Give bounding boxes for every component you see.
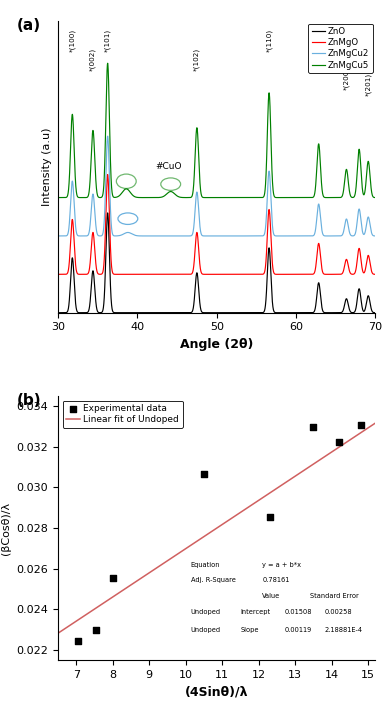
Text: *(200): *(200) — [343, 67, 350, 90]
Y-axis label: (βCosθ)/λ: (βCosθ)/λ — [1, 501, 11, 555]
ZnO — [381, 308, 386, 317]
ZnMgCu2 — [105, 132, 110, 140]
ZnMgCu5 — [132, 192, 136, 201]
ZnMgCu2 — [378, 232, 383, 240]
Text: *(112): *(112) — [356, 48, 362, 71]
ZnMgCu5 — [105, 59, 110, 67]
Line: ZnO: ZnO — [54, 213, 384, 312]
Experimental data — [310, 422, 317, 433]
ZnMgCu5 — [378, 193, 383, 201]
ZnMgCu2 — [52, 232, 57, 240]
Text: *(100): *(100) — [69, 29, 75, 52]
ZnMgO — [378, 270, 383, 279]
ZnO — [176, 308, 181, 317]
Legend: ZnO, ZnMgO, ZnMgCu2, ZnMgCu5: ZnO, ZnMgO, ZnMgCu2, ZnMgCu5 — [308, 24, 373, 73]
Experimental data — [93, 625, 99, 636]
X-axis label: (4Sinθ)/λ: (4Sinθ)/λ — [185, 685, 248, 698]
Experimental data — [336, 436, 342, 447]
ZnMgO — [130, 270, 135, 279]
ZnMgCu5 — [130, 191, 135, 199]
ZnMgO — [128, 270, 133, 279]
Legend: Experimental data, Linear fit of Undoped: Experimental data, Linear fit of Undoped — [63, 401, 183, 428]
ZnMgCu5 — [176, 192, 181, 201]
Text: #CuO: #CuO — [155, 161, 182, 171]
Experimental data — [358, 420, 364, 431]
ZnMgCu5 — [199, 192, 204, 200]
ZnMgO — [176, 270, 181, 279]
ZnO — [150, 308, 154, 317]
ZnMgCu5 — [381, 193, 386, 201]
ZnMgCu5 — [128, 189, 133, 197]
X-axis label: Angle (2θ): Angle (2θ) — [180, 338, 253, 351]
ZnMgO — [381, 270, 386, 279]
Text: *(103): *(103) — [315, 48, 322, 71]
Y-axis label: Intensity (a.u): Intensity (a.u) — [43, 128, 53, 206]
Experimental data — [267, 511, 273, 522]
ZnMgCu2 — [132, 231, 136, 239]
ZnO — [52, 308, 57, 317]
ZnO — [128, 308, 133, 317]
ZnMgCu5 — [52, 193, 57, 201]
Experimental data — [201, 468, 207, 479]
Text: (a): (a) — [17, 18, 41, 33]
ZnMgCu2 — [381, 232, 386, 240]
ZnO — [378, 308, 383, 317]
Text: *(002): *(002) — [90, 48, 96, 71]
ZnO — [130, 308, 135, 317]
Text: *(102): *(102) — [194, 48, 200, 71]
Line: ZnMgO: ZnMgO — [54, 175, 384, 274]
ZnMgCu2 — [128, 229, 133, 237]
ZnO — [132, 308, 136, 317]
ZnO — [199, 307, 204, 316]
ZnMgO — [132, 270, 136, 279]
Text: *(110): *(110) — [266, 29, 272, 52]
Experimental data — [75, 635, 81, 647]
ZnMgCu2 — [199, 231, 204, 239]
ZnMgCu2 — [176, 232, 181, 240]
ZnO — [105, 208, 110, 217]
ZnMgO — [105, 171, 110, 179]
Line: ZnMgCu2: ZnMgCu2 — [54, 136, 384, 236]
ZnMgCu2 — [130, 230, 135, 238]
Experimental data — [110, 572, 116, 583]
Text: *(101): *(101) — [104, 29, 111, 52]
Line: ZnMgCu5: ZnMgCu5 — [54, 63, 384, 197]
ZnMgO — [52, 270, 57, 279]
Text: *(201): *(201) — [365, 73, 372, 96]
Text: (b): (b) — [17, 393, 41, 409]
ZnMgO — [199, 269, 204, 277]
